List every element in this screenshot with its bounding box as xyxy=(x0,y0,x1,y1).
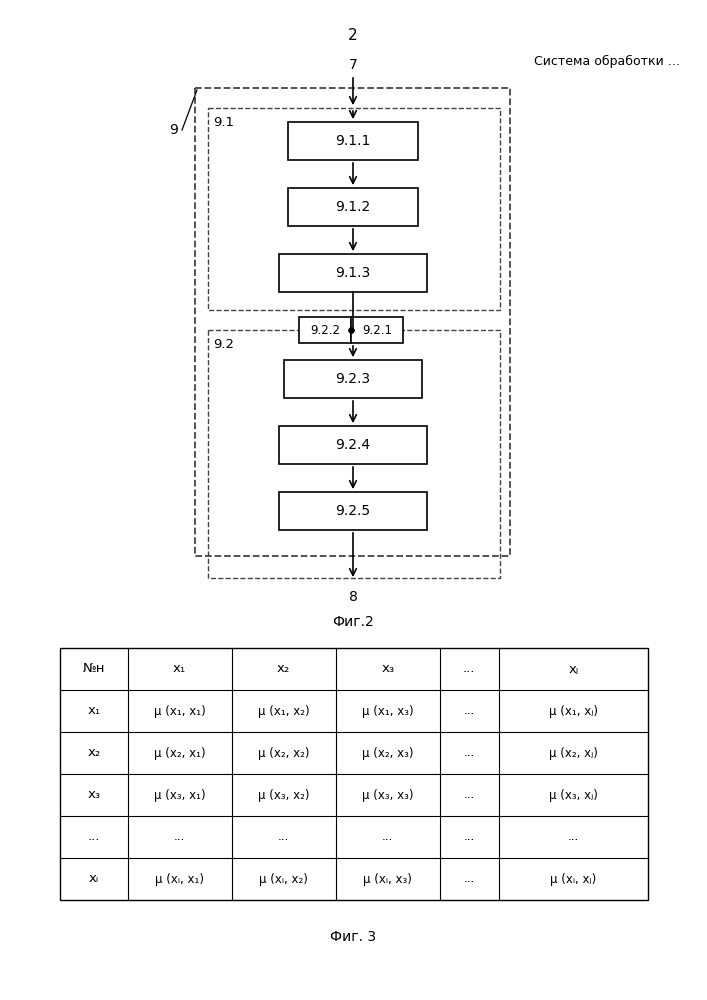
Text: μ (xᵢ, x₂): μ (xᵢ, x₂) xyxy=(259,872,308,886)
Text: ...: ... xyxy=(464,704,475,718)
Text: μ (xᵢ, xⱼ): μ (xᵢ, xⱼ) xyxy=(550,872,597,886)
Text: ...: ... xyxy=(568,830,579,844)
Text: 7: 7 xyxy=(349,58,357,72)
Text: ...: ... xyxy=(464,830,475,844)
Text: 9.2.2: 9.2.2 xyxy=(310,324,340,336)
Text: 9: 9 xyxy=(169,123,178,137)
Text: ...: ... xyxy=(464,788,475,802)
Text: Фиг. 3: Фиг. 3 xyxy=(330,930,376,944)
Bar xyxy=(351,317,403,343)
Bar xyxy=(279,254,427,292)
Text: x₁: x₁ xyxy=(87,704,100,718)
Text: μ (xᵢ, x₃): μ (xᵢ, x₃) xyxy=(363,872,412,886)
Bar xyxy=(208,108,500,310)
Text: ...: ... xyxy=(464,746,475,760)
Text: 9.1: 9.1 xyxy=(213,116,234,129)
Bar xyxy=(195,88,510,556)
Text: μ (x₂, x₁): μ (x₂, x₁) xyxy=(154,746,206,760)
Text: 9.2: 9.2 xyxy=(213,338,234,351)
Text: μ (xᵢ, x₁): μ (xᵢ, x₁) xyxy=(155,872,204,886)
Bar xyxy=(279,426,427,464)
Text: μ (x₃, x₂): μ (x₃, x₂) xyxy=(258,788,310,802)
Text: Фиг.2: Фиг.2 xyxy=(332,615,374,629)
Text: μ (x₁, x₁): μ (x₁, x₁) xyxy=(154,704,206,718)
Text: ...: ... xyxy=(382,830,393,844)
Text: 2: 2 xyxy=(348,28,358,43)
Text: 9.2.3: 9.2.3 xyxy=(335,372,370,386)
Text: μ (x₂, xⱼ): μ (x₂, xⱼ) xyxy=(549,746,597,760)
Text: 9.1.2: 9.1.2 xyxy=(335,200,370,214)
Text: 9.2.5: 9.2.5 xyxy=(335,504,370,518)
Bar xyxy=(284,360,422,398)
Text: ...: ... xyxy=(464,872,475,886)
Text: xⱼ: xⱼ xyxy=(568,662,578,676)
Text: x₂: x₂ xyxy=(277,662,291,676)
Text: μ (x₃, x₃): μ (x₃, x₃) xyxy=(362,788,414,802)
Text: ...: ... xyxy=(463,662,475,676)
Text: μ (x₃, x₁): μ (x₃, x₁) xyxy=(154,788,206,802)
Text: x₂: x₂ xyxy=(87,746,100,760)
Text: μ (x₁, x₂): μ (x₁, x₂) xyxy=(258,704,310,718)
Bar xyxy=(208,330,500,578)
Text: x₃: x₃ xyxy=(87,788,100,802)
Bar xyxy=(279,492,427,530)
Text: μ (x₂, x₂): μ (x₂, x₂) xyxy=(258,746,310,760)
Text: ...: ... xyxy=(88,830,100,844)
Text: 9.1.3: 9.1.3 xyxy=(335,266,370,280)
Bar xyxy=(60,648,648,900)
Text: 9.1.1: 9.1.1 xyxy=(335,134,370,148)
Bar xyxy=(288,188,418,226)
Text: 9.2.1: 9.2.1 xyxy=(362,324,392,336)
Text: μ (x₂, x₃): μ (x₂, x₃) xyxy=(362,746,414,760)
Text: №н: №н xyxy=(83,662,105,676)
Text: 8: 8 xyxy=(349,590,358,604)
Bar xyxy=(299,317,351,343)
Text: 9.2.4: 9.2.4 xyxy=(335,438,370,452)
Text: Система обработки …: Система обработки … xyxy=(534,55,680,68)
Text: μ (x₃, xⱼ): μ (x₃, xⱼ) xyxy=(549,788,597,802)
Text: ...: ... xyxy=(278,830,289,844)
Text: ...: ... xyxy=(174,830,185,844)
Text: μ (x₁, x₃): μ (x₁, x₃) xyxy=(362,704,414,718)
Text: xᵢ: xᵢ xyxy=(88,872,99,886)
Bar xyxy=(288,122,418,160)
Text: x₃: x₃ xyxy=(381,662,395,676)
Text: x₁: x₁ xyxy=(173,662,186,676)
Text: μ (x₁, xⱼ): μ (x₁, xⱼ) xyxy=(549,704,598,718)
